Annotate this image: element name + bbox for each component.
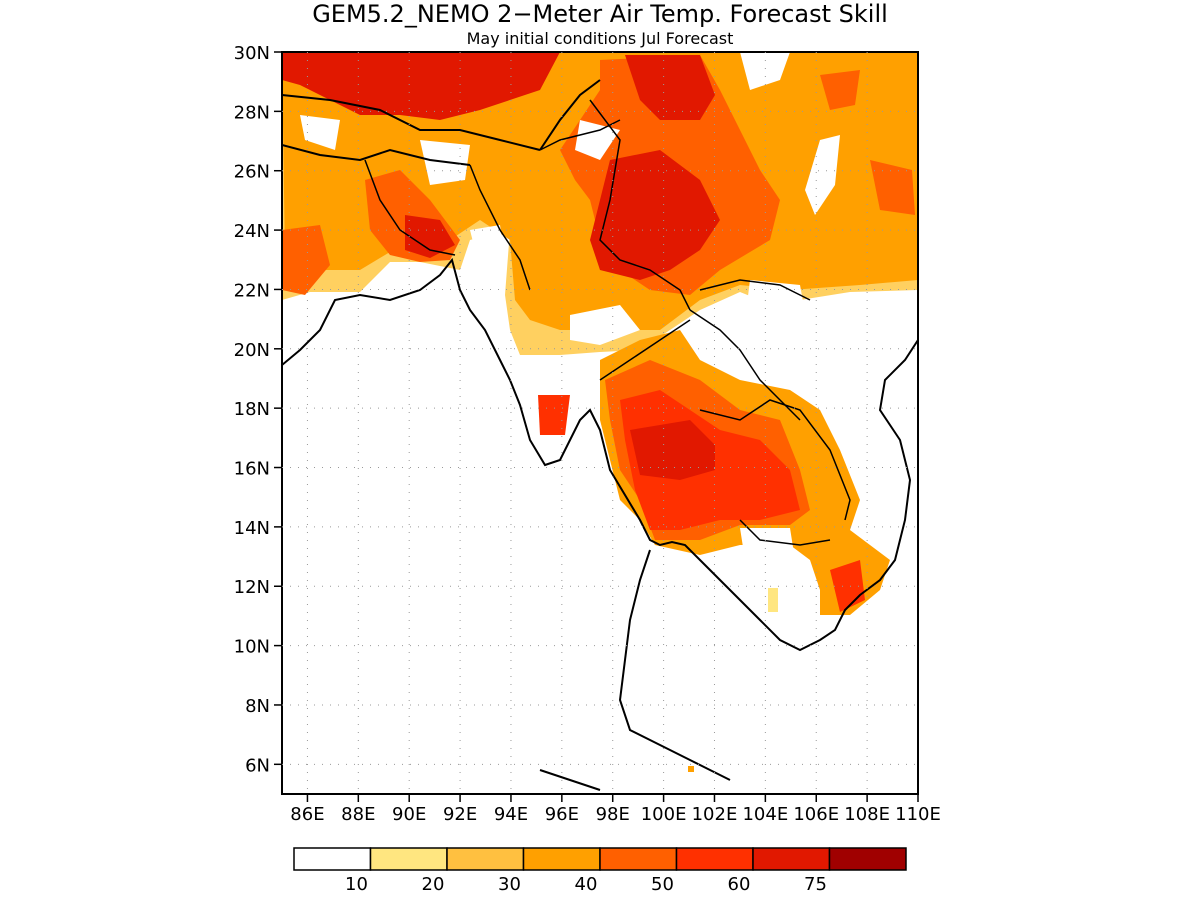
country-borders — [364, 99, 851, 546]
axes: 30N 28N 26N 24N 22N 20N 18N 16N 14N 12N 10N 8N 6N 86E… — [234, 43, 941, 825]
lon-tick-label: 88E — [341, 804, 375, 825]
lon-tick-label: 104E — [742, 804, 788, 825]
colorbar-label: 60 — [728, 874, 751, 895]
colorbar-swatch — [752, 847, 831, 871]
skill-gap-2 — [575, 120, 620, 160]
skill-gap-6 — [300, 115, 340, 150]
chart-title: GEM5.2_NEMO 2−Meter Air Temp. Forecast S… — [312, 0, 888, 28]
skill-gap-laos — [745, 280, 810, 360]
skill-zone-east-2 — [870, 160, 915, 215]
skill-zone-central — [590, 150, 720, 280]
skill-region-south-max — [630, 420, 715, 480]
lat-tick-label: 16N — [234, 459, 270, 480]
colorbar-swatch — [522, 847, 601, 871]
coastlines — [282, 79, 918, 791]
skill-zone-east-1 — [820, 70, 860, 110]
colorbar-label: 10 — [345, 874, 368, 895]
skill-zone-north-3 — [625, 55, 715, 120]
lat-tick-label: 8N — [245, 696, 270, 717]
colorbar-swatch — [369, 847, 448, 871]
lon-tick-label: 100E — [641, 804, 687, 825]
colorbar-swatch — [446, 847, 525, 871]
lat-tick-label: 26N — [234, 162, 270, 183]
skill-zone-malay — [688, 766, 694, 772]
lat-tick-label: 22N — [234, 280, 270, 301]
lon-tick-label: 86E — [290, 804, 324, 825]
lon-tick-label: 110E — [895, 804, 941, 825]
colorbar-swatch — [599, 847, 678, 871]
skill-zone-bengal-core — [405, 215, 455, 258]
lon-tick-label: 92E — [443, 804, 477, 825]
skill-zone-thai-gulf — [768, 588, 778, 612]
lat-tick-label: 18N — [234, 399, 270, 420]
lat-tick-label: 24N — [234, 221, 270, 242]
skill-gap-7 — [470, 225, 505, 270]
lon-tick-label: 96E — [545, 804, 579, 825]
colorbar-label: 20 — [422, 874, 445, 895]
lat-tick-label: 28N — [234, 102, 270, 123]
colorbar: 10 20 30 40 50 60 75 — [293, 847, 907, 895]
lon-tick-label: 98E — [596, 804, 630, 825]
lat-tick-label: 30N — [234, 43, 270, 64]
skill-zone-north-1 — [282, 52, 560, 120]
skill-gap-cambodia — [740, 528, 795, 580]
skill-zone-northwest — [282, 225, 330, 295]
lon-tick-label: 90E — [392, 804, 426, 825]
lat-tick-label: 12N — [234, 577, 270, 598]
colorbar-label: 75 — [804, 874, 827, 895]
colorbar-swatch — [828, 847, 907, 871]
colorbar-label: 30 — [498, 874, 521, 895]
lon-tick-label: 102E — [692, 804, 738, 825]
skill-zone-burma-coast — [538, 395, 570, 435]
skill-gap-5 — [805, 135, 840, 215]
lat-tick-label: 6N — [245, 755, 270, 776]
map-frame — [281, 51, 919, 795]
skill-gap-1 — [740, 52, 790, 90]
colorbar-swatch — [675, 847, 754, 871]
lon-tick-label: 108E — [844, 804, 890, 825]
lon-tick-label: 94E — [494, 804, 528, 825]
lat-tick-label: 14N — [234, 518, 270, 539]
skill-shading — [282, 52, 918, 794]
colorbar-swatch — [293, 847, 372, 871]
colorbar-label: 40 — [575, 874, 598, 895]
skill-gap-4 — [570, 305, 640, 345]
lat-tick-label: 20N — [234, 340, 270, 361]
chart-subtitle: May initial conditions Jul Forecast — [467, 29, 734, 48]
lat-tick-label: 10N — [234, 637, 270, 658]
colorbar-label: 50 — [651, 874, 674, 895]
lon-tick-label: 106E — [793, 804, 839, 825]
